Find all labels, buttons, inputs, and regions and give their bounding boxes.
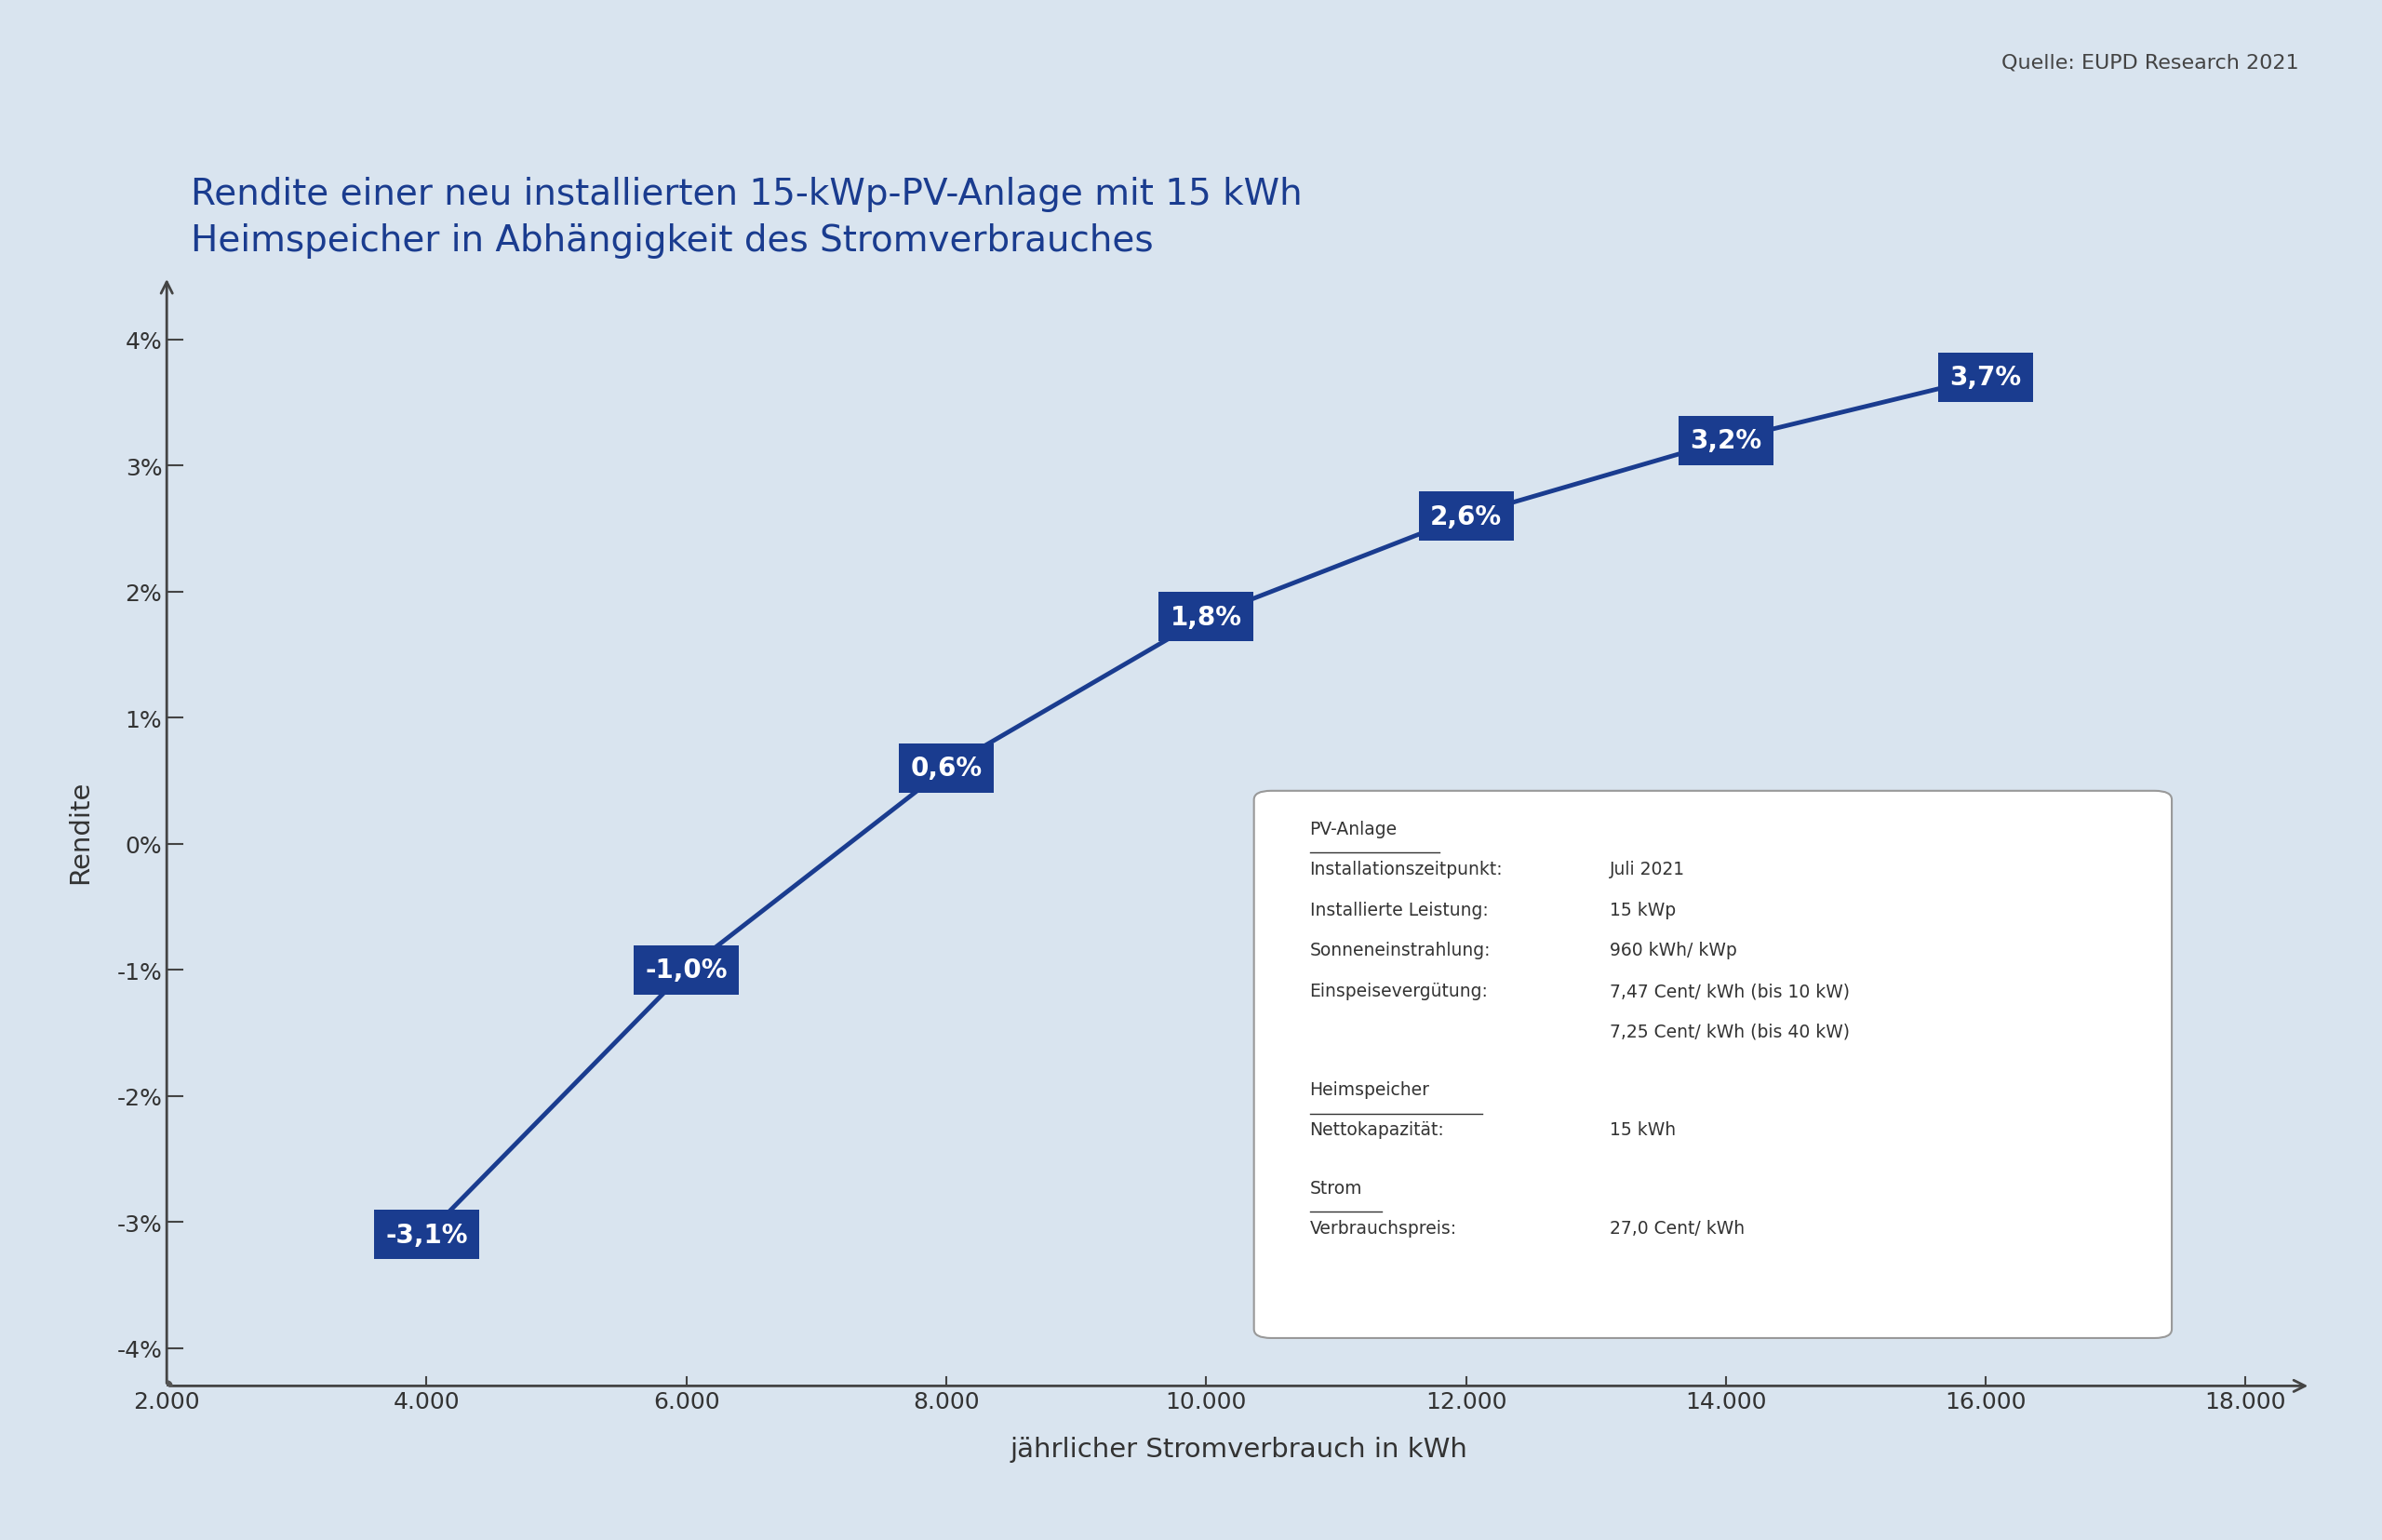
Text: Rendite einer neu installierten 15-kWp-PV-Anlage mit 15 kWh
Heimspeicher in Abhä: Rendite einer neu installierten 15-kWp-P… (191, 177, 1303, 259)
Text: -1,0%: -1,0% (646, 958, 727, 983)
Text: 15 kWp: 15 kWp (1610, 901, 1677, 919)
Text: 3,2%: 3,2% (1689, 428, 1763, 454)
Text: Juli 2021: Juli 2021 (1610, 861, 1686, 878)
Text: 2,6%: 2,6% (1429, 504, 1503, 530)
Text: 7,47 Cent/ kWh (bis 10 kW): 7,47 Cent/ kWh (bis 10 kW) (1610, 983, 1851, 999)
FancyBboxPatch shape (1253, 792, 2172, 1338)
Text: PV-Anlage: PV-Anlage (1310, 821, 1398, 838)
Text: 15 kWh: 15 kWh (1610, 1121, 1677, 1138)
Text: Sonneneinstrahlung:: Sonneneinstrahlung: (1310, 941, 1491, 959)
Text: Installierte Leistung:: Installierte Leistung: (1310, 901, 1489, 919)
Text: Verbrauchspreis:: Verbrauchspreis: (1310, 1220, 1458, 1237)
X-axis label: jährlicher Stromverbrauch in kWh: jährlicher Stromverbrauch in kWh (1010, 1437, 1467, 1461)
Text: Heimspeicher: Heimspeicher (1310, 1081, 1429, 1098)
Text: 27,0 Cent/ kWh: 27,0 Cent/ kWh (1610, 1220, 1746, 1237)
Text: 960 kWh/ kWp: 960 kWh/ kWp (1610, 941, 1736, 959)
Text: Installationszeitpunkt:: Installationszeitpunkt: (1310, 861, 1503, 878)
Text: Strom: Strom (1310, 1180, 1363, 1197)
Y-axis label: Rendite: Rendite (67, 779, 93, 884)
Text: -3,1%: -3,1% (386, 1221, 467, 1247)
Text: Quelle: EUPD Research 2021: Quelle: EUPD Research 2021 (2001, 54, 2299, 72)
Text: Nettokapazität:: Nettokapazität: (1310, 1121, 1443, 1138)
Text: 7,25 Cent/ kWh (bis 40 kW): 7,25 Cent/ kWh (bis 40 kW) (1610, 1023, 1851, 1040)
Text: 0,6%: 0,6% (910, 756, 981, 782)
Text: Einspeisevergütung:: Einspeisevergütung: (1310, 983, 1489, 999)
Text: 1,8%: 1,8% (1170, 604, 1241, 630)
Text: 3,7%: 3,7% (1951, 365, 2022, 391)
